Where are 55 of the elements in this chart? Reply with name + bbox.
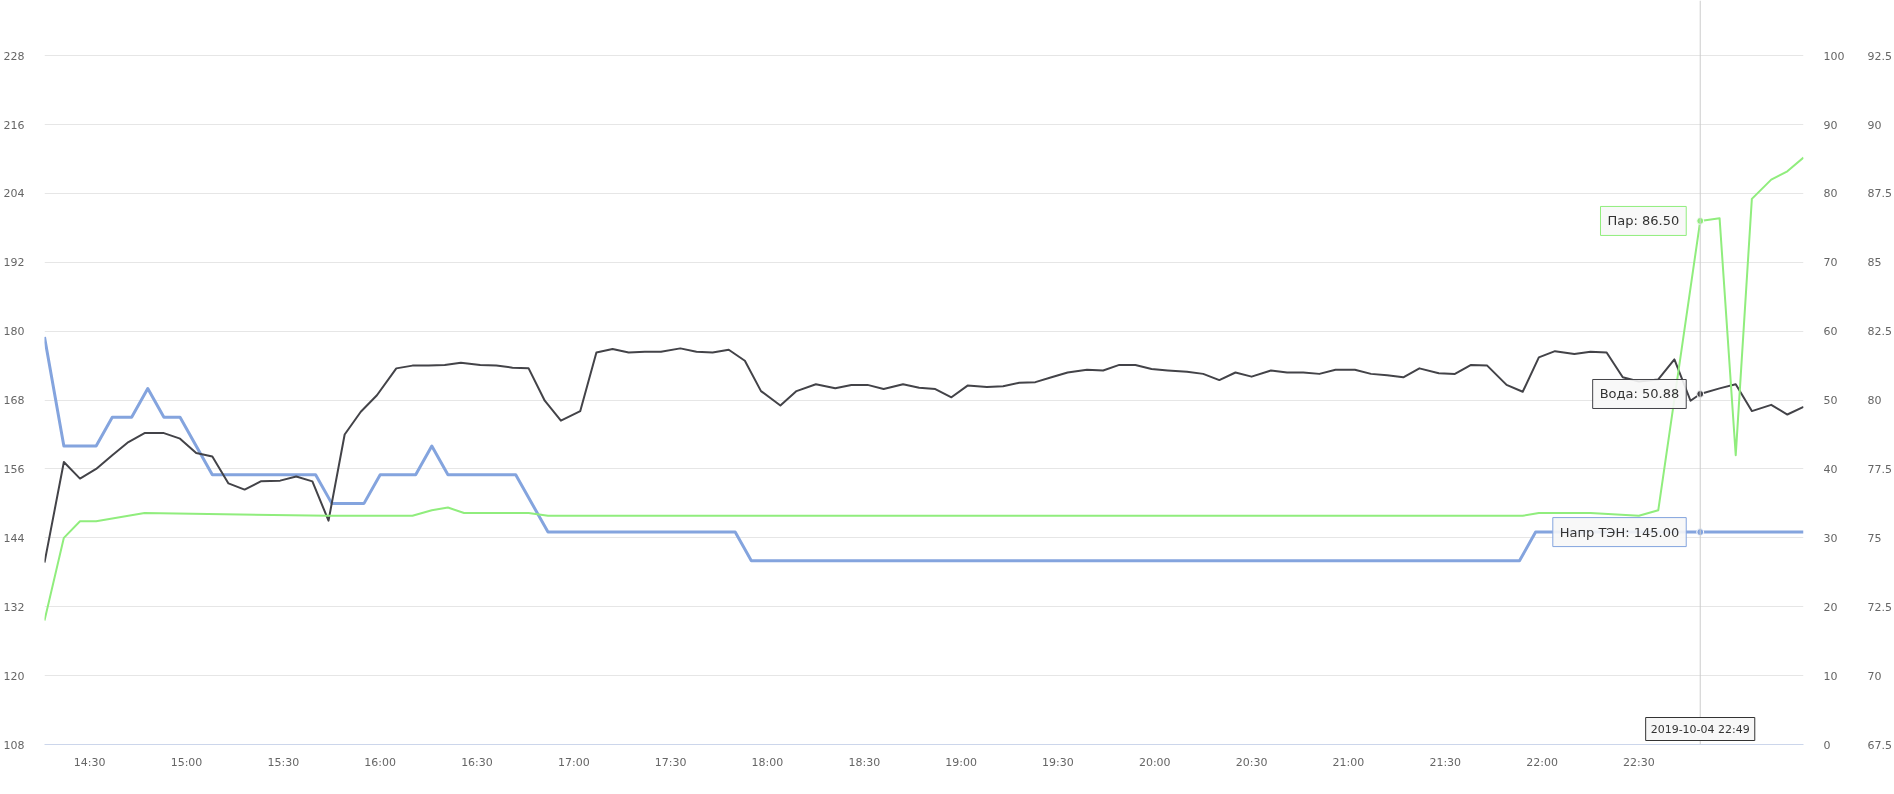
- y2-tick-label: 20: [1823, 600, 1838, 614]
- y3-tick-label: 75: [1867, 531, 1882, 545]
- x-tick-label: 17:30: [654, 755, 687, 769]
- x-tick-label: 15:00: [170, 755, 203, 769]
- y-tick-label: 108: [3, 738, 25, 752]
- y-tick-label: 132: [3, 600, 25, 614]
- y2-tick-label: 30: [1823, 531, 1838, 545]
- y-tick-label: 192: [3, 256, 25, 270]
- x-tick-label: 22:30: [1623, 755, 1655, 769]
- x-tick-label: 21:00: [1332, 755, 1365, 769]
- y3-tick-label: 70: [1867, 669, 1882, 683]
- y3-tick-label: 82.5: [1867, 325, 1892, 339]
- x-tick-label: 16:00: [364, 755, 397, 769]
- x-tick-label: 16:30: [461, 755, 493, 769]
- y2-tick-label: 90: [1823, 118, 1838, 132]
- data-label: Пар: 86.50: [1607, 213, 1680, 229]
- x-tick-label: 22:00: [1526, 755, 1558, 769]
- y2-tick-label: 100: [1823, 49, 1845, 63]
- y3-tick-label: 85: [1867, 256, 1882, 270]
- y-tick-label: 204: [3, 187, 25, 201]
- x-tick-label: 15:30: [267, 755, 300, 769]
- y2-tick-label: 60: [1823, 325, 1838, 339]
- y-tick-label: 120: [3, 669, 25, 683]
- x-tick-label: 19:00: [945, 755, 977, 769]
- x-tick-label: 14:30: [73, 755, 106, 769]
- data-label: Вода: 50.88: [1599, 386, 1680, 402]
- x-tick-label: 20:00: [1138, 755, 1171, 769]
- y3-tick-label: 90: [1867, 118, 1882, 132]
- y-tick-label: 144: [3, 531, 25, 545]
- y3-tick-label: 67.5: [1867, 738, 1892, 752]
- y3-tick-label: 87.5: [1867, 187, 1892, 201]
- data-label: Напр ТЭН: 145.00: [1559, 524, 1680, 540]
- y2-tick-label: 80: [1823, 187, 1838, 201]
- y3-tick-label: 80: [1867, 394, 1882, 408]
- ref-line-label: 2019-10-04 22:49: [1650, 722, 1750, 736]
- y2-tick-label: 40: [1823, 462, 1838, 476]
- x-tick-label: 18:30: [848, 755, 881, 769]
- x-tick-label: 21:30: [1429, 755, 1462, 769]
- y3-tick-label: 72.5: [1867, 600, 1892, 614]
- y2-tick-label: 70: [1823, 256, 1838, 270]
- line-series: [44, 156, 1804, 622]
- y2-tick-label: 0: [1823, 738, 1831, 752]
- y3-tick-label: 92.5: [1867, 49, 1892, 63]
- x-tick-label: 17:00: [557, 755, 590, 769]
- x-tick-label: 19:30: [1042, 755, 1074, 769]
- x-tick-label: 18:00: [751, 755, 784, 769]
- y3-tick-label: 77.5: [1867, 462, 1892, 476]
- y-tick-label: 216: [3, 118, 25, 132]
- y2-tick-label: 50: [1823, 394, 1838, 408]
- y-tick-label: 168: [3, 394, 25, 408]
- y-tick-label: 228: [3, 49, 25, 63]
- y-tick-label: 156: [3, 462, 25, 476]
- y2-tick-label: 10: [1823, 669, 1838, 683]
- x-tick-label: 20:30: [1235, 755, 1268, 769]
- y-tick-label: 180: [3, 325, 25, 339]
